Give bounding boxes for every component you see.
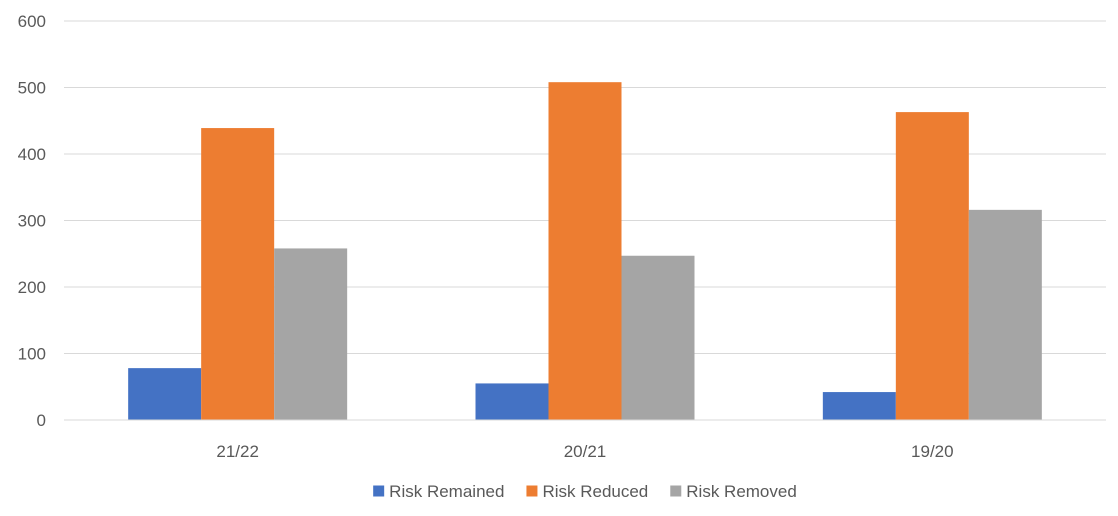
- legend-label: Risk Remained: [389, 482, 504, 501]
- legend-item-risk-reduced: Risk Reduced: [526, 482, 648, 501]
- bar-risk-reduced-21-22: [201, 128, 275, 420]
- bar-risk-remained-20-21: [475, 383, 549, 420]
- x-tick-label: 19/20: [911, 442, 954, 461]
- legend-label: Risk Removed: [686, 482, 797, 501]
- y-tick-label: 100: [18, 345, 46, 364]
- y-axis-ticks: 0 100 200 300 400 500 600: [18, 12, 46, 430]
- y-tick-label: 0: [37, 411, 46, 430]
- bar-risk-removed-19-20: [968, 209, 1042, 420]
- bar-risk-reduced-19-20: [895, 112, 969, 420]
- y-tick-label: 400: [18, 145, 46, 164]
- x-tick-label: 20/21: [564, 442, 607, 461]
- legend-swatch: [670, 485, 682, 497]
- legend-label: Risk Reduced: [542, 482, 648, 501]
- bar-risk-removed-20-21: [621, 255, 695, 420]
- legend: Risk Remained Risk Reduced Risk Removed: [373, 482, 797, 501]
- y-tick-label: 600: [18, 12, 46, 31]
- bars: [128, 82, 1042, 421]
- y-tick-label: 300: [18, 212, 46, 231]
- bar-risk-removed-21-22: [274, 248, 348, 420]
- y-tick-label: 500: [18, 79, 46, 98]
- x-tick-label: 21/22: [216, 442, 259, 461]
- x-axis-ticks: 21/22 20/21 19/20: [216, 442, 953, 461]
- legend-swatch: [526, 485, 538, 497]
- bar-risk-remained-19-20: [822, 392, 896, 420]
- legend-swatch: [373, 485, 385, 497]
- legend-item-risk-removed: Risk Removed: [670, 482, 797, 501]
- bar-risk-reduced-20-21: [548, 82, 622, 421]
- legend-item-risk-remained: Risk Remained: [373, 482, 504, 501]
- bar-risk-remained-21-22: [128, 368, 202, 420]
- y-tick-label: 200: [18, 278, 46, 297]
